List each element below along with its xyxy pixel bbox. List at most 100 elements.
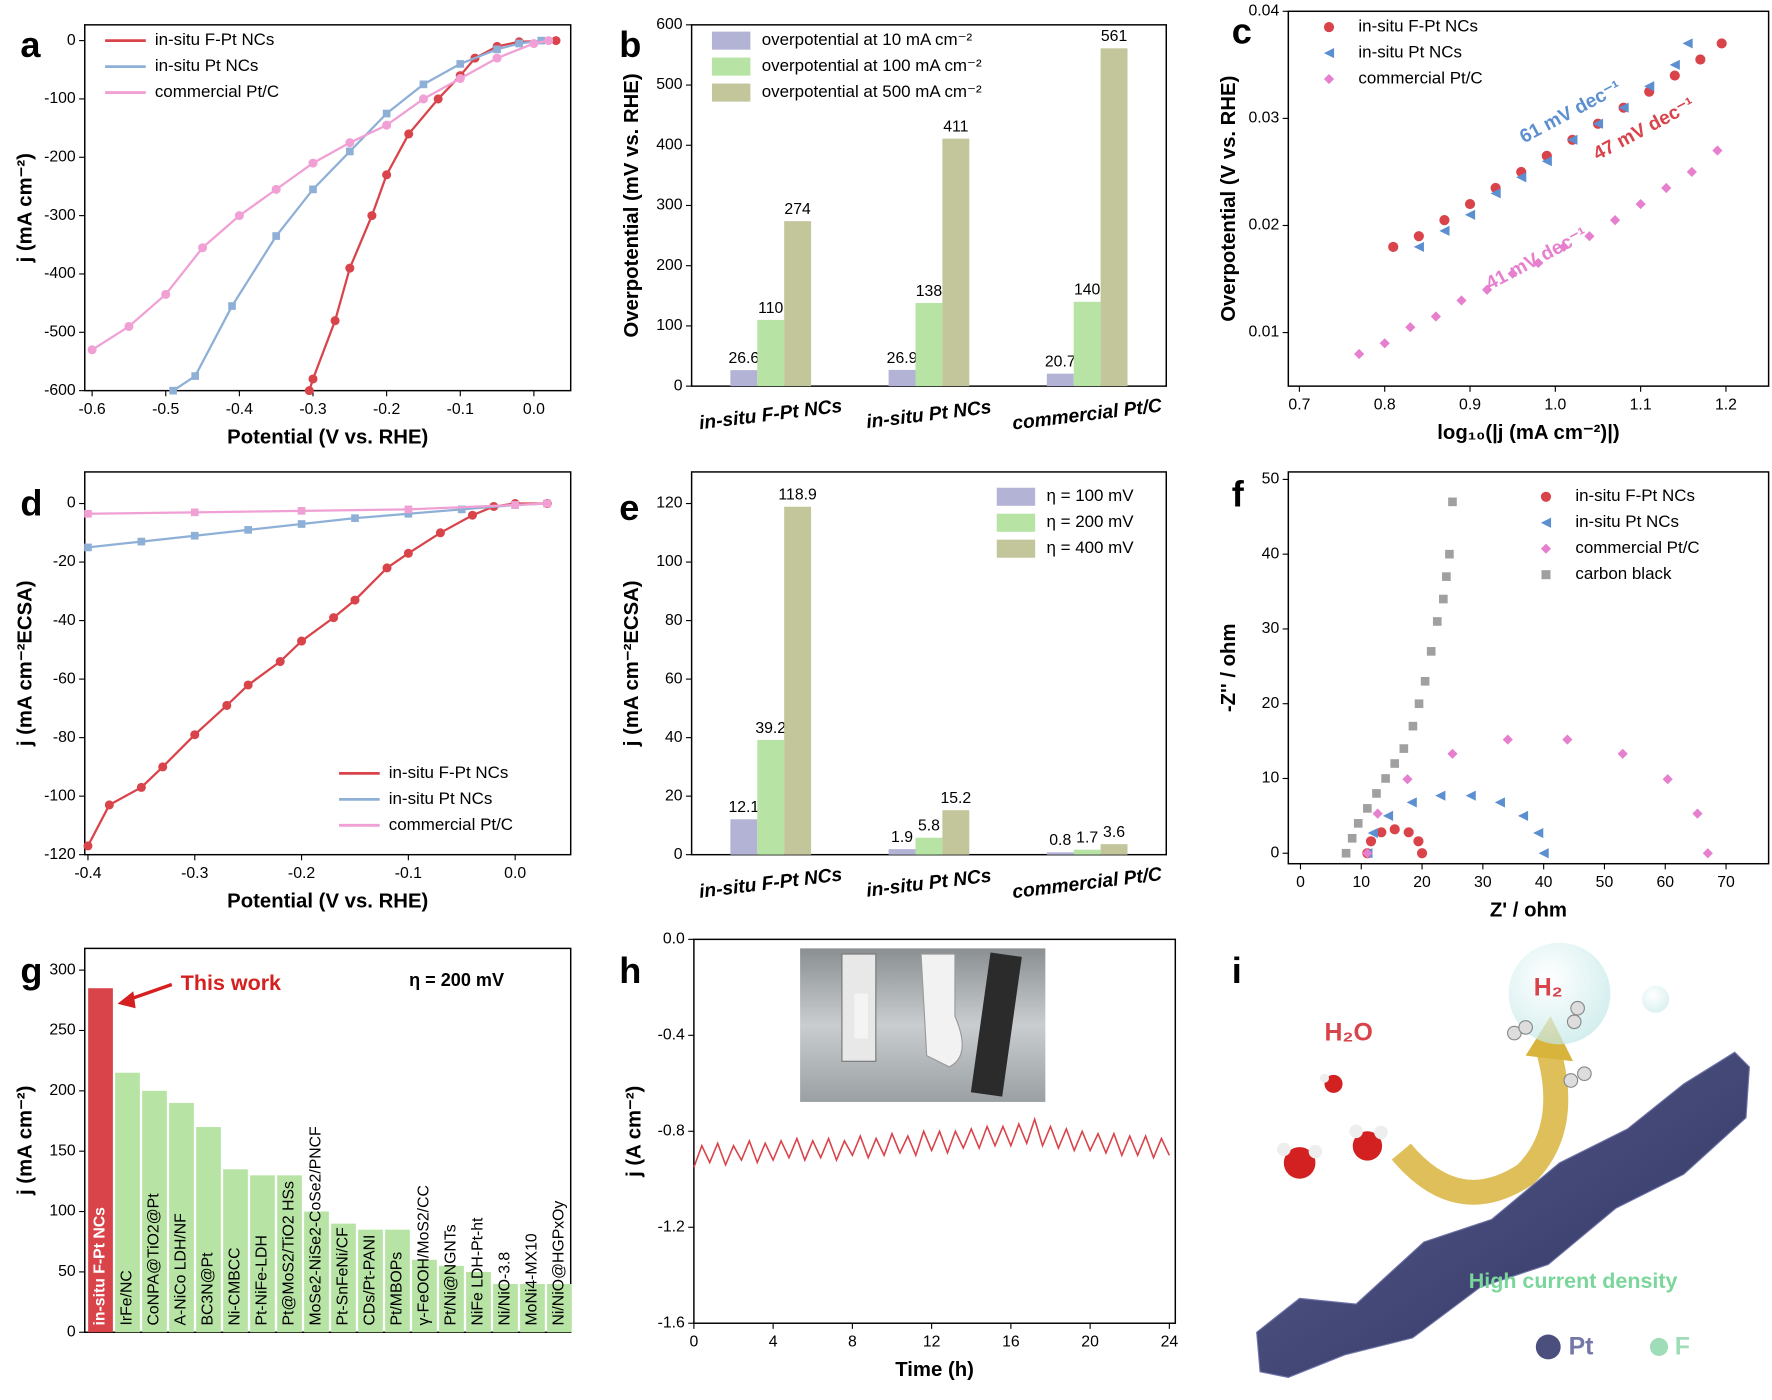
bar <box>520 1283 545 1333</box>
legend-label: η = 100 mV <box>1046 486 1134 505</box>
y-tick-label: 30 <box>1262 620 1280 637</box>
marker <box>1682 38 1693 49</box>
y-tick-label: 40 <box>1262 545 1280 562</box>
x-tick-label: 1.0 <box>1544 396 1566 413</box>
marker <box>308 158 318 168</box>
y-tick-label: 80 <box>665 612 683 629</box>
plot-frame <box>1287 471 1770 865</box>
legend-label: in-situ F-Pt NCs <box>1358 17 1478 36</box>
marker <box>1494 797 1505 808</box>
y-tick-label: -400 <box>44 265 76 282</box>
marker <box>1702 848 1713 859</box>
bar <box>757 739 785 855</box>
marker <box>1635 198 1646 210</box>
marker <box>1464 198 1476 210</box>
value-label: 1.7 <box>1076 830 1098 847</box>
marker <box>297 507 306 515</box>
category-label: Ni-CMBCC <box>227 1247 244 1325</box>
marker <box>198 243 208 253</box>
plot-frame <box>84 24 572 392</box>
bar <box>223 1169 248 1333</box>
marker <box>1372 808 1383 819</box>
marker <box>1389 824 1400 835</box>
y-tick-label: 300 <box>656 197 683 214</box>
y-tick-label: 0 <box>67 495 76 512</box>
marker <box>243 680 253 690</box>
category-label: Pt@MoS2/TiO2 HSs <box>281 1181 298 1326</box>
legend-label: overpotential at 500 mA cm⁻² <box>762 82 982 101</box>
y-tick-label: -60 <box>53 670 76 687</box>
value-label: 3.6 <box>1103 824 1125 841</box>
legend-label: in-situ Pt NCs <box>1358 43 1462 62</box>
marker <box>350 595 360 605</box>
category-label: in-situ Pt NCs <box>865 865 993 901</box>
legend-swatch <box>996 539 1036 558</box>
category-label: Pt-NiFe-LDH <box>254 1235 271 1325</box>
marker <box>1432 617 1442 626</box>
bar <box>250 1175 275 1333</box>
x-tick-label: -0.3 <box>299 401 326 418</box>
inset-photo <box>800 948 1046 1102</box>
bar <box>942 810 970 855</box>
marker <box>297 636 307 646</box>
legend-swatch <box>1540 517 1552 528</box>
marker <box>1538 848 1549 859</box>
bar <box>1100 48 1128 387</box>
value-label: 140 <box>1074 282 1101 299</box>
marker <box>1669 70 1680 81</box>
marker <box>158 762 168 772</box>
x-tick-label: 40 <box>1535 874 1553 891</box>
marker <box>1363 804 1372 813</box>
marker <box>1716 38 1727 49</box>
panel-letter: c <box>1232 10 1252 51</box>
marker <box>1403 827 1414 838</box>
x-tick-label: 20 <box>1413 874 1431 891</box>
y-axis-label: Overpotential (V vs. RHE) <box>1218 76 1240 322</box>
legend-swatch <box>711 83 751 102</box>
marker <box>1516 172 1527 183</box>
bar <box>1100 844 1128 855</box>
y-axis-label: Overpotential (mV vs. RHE) <box>621 73 643 337</box>
value-label: 15.2 <box>940 790 971 807</box>
y-tick-label: 0 <box>674 377 683 394</box>
x-tick-label: -0.2 <box>288 865 315 882</box>
marker <box>1465 790 1476 801</box>
marker <box>1686 166 1697 178</box>
marker <box>1541 156 1552 167</box>
legend-label: commercial Pt/C <box>389 815 513 834</box>
y-tick-label: -0.8 <box>658 1122 685 1139</box>
category-label: CoNPA@TiO2@Pt <box>146 1193 163 1326</box>
marker <box>456 60 465 68</box>
marker <box>1426 647 1436 656</box>
bar <box>88 988 113 1333</box>
marker <box>1414 699 1424 709</box>
x-tick-label: 60 <box>1656 874 1674 891</box>
bar <box>730 819 758 855</box>
x-tick-label: 24 <box>1161 1334 1179 1351</box>
marker <box>1507 268 1518 279</box>
panel-letter: i <box>1232 950 1242 991</box>
bar <box>915 837 943 855</box>
bar <box>1046 852 1074 855</box>
marker <box>1382 810 1394 821</box>
bar <box>942 138 970 387</box>
y-tick-label: 0.01 <box>1249 324 1280 341</box>
marker <box>84 509 92 518</box>
marker <box>1618 102 1629 113</box>
marker <box>1365 836 1377 847</box>
marker <box>1390 759 1400 768</box>
marker <box>1430 311 1441 322</box>
y-tick-label: -20 <box>53 553 76 570</box>
y-tick-label: 40 <box>665 729 683 746</box>
marker <box>1439 225 1450 236</box>
marker <box>1562 734 1573 745</box>
legend-swatch <box>711 31 751 50</box>
bar <box>784 506 812 855</box>
marker <box>543 499 552 508</box>
marker <box>351 514 359 523</box>
marker <box>87 345 97 355</box>
legend-label: overpotential at 10 mA cm⁻² <box>762 30 973 49</box>
bar <box>547 1283 572 1333</box>
schematic <box>1256 942 1750 1379</box>
